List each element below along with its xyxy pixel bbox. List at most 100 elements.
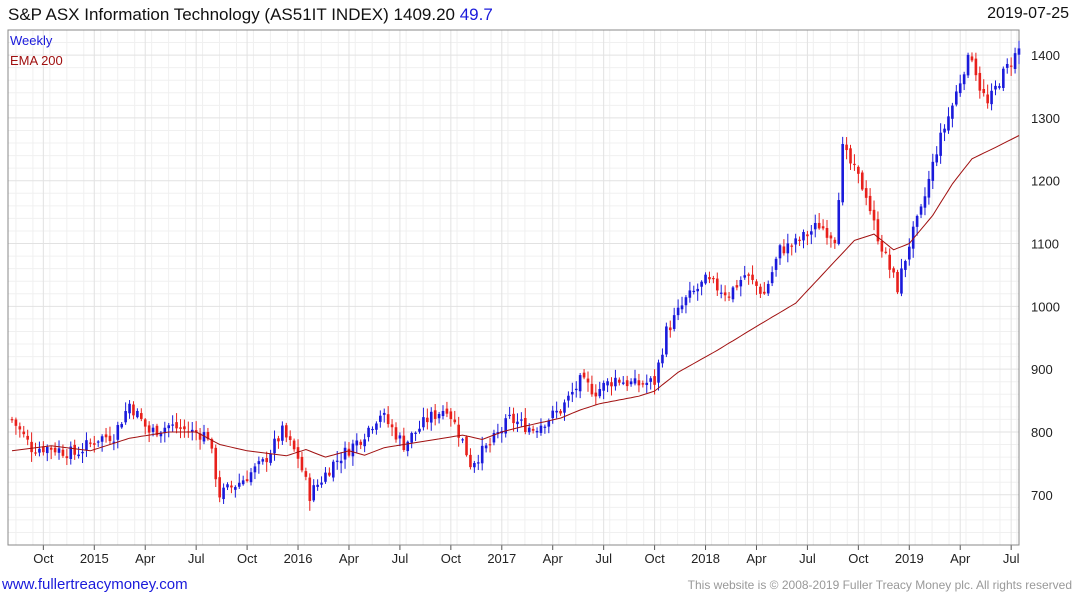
candle-body <box>53 447 57 453</box>
y-tick-label: 1300 <box>1031 111 1060 126</box>
candle-body <box>284 425 288 438</box>
candle-body <box>512 413 515 424</box>
candle-body <box>65 456 69 459</box>
x-tick-label: Oct <box>644 551 665 566</box>
candle-body <box>198 433 202 440</box>
x-tick-label: 2019 <box>895 551 924 566</box>
candle-body <box>504 418 508 434</box>
x-tick-label: Oct <box>237 551 258 566</box>
candle-body <box>151 427 155 432</box>
candle-body <box>461 439 464 441</box>
candle-body <box>723 292 727 296</box>
candle-body <box>508 414 511 417</box>
candle-body <box>484 445 488 449</box>
candle-body <box>339 460 343 464</box>
candle-body <box>296 447 300 459</box>
candle-body <box>379 415 382 422</box>
candle-body <box>813 222 817 230</box>
candle-body <box>422 417 425 428</box>
x-tick-label: Jul <box>595 551 612 566</box>
candle-body <box>688 290 692 298</box>
candle-body <box>990 90 993 105</box>
candle-body <box>880 240 884 252</box>
x-tick-label: 2018 <box>691 551 720 566</box>
x-tick-label: Apr <box>746 551 767 566</box>
candle-body <box>998 86 1001 88</box>
candle-body <box>363 439 366 447</box>
legend-weekly: Weekly <box>10 33 53 48</box>
candle-body <box>433 410 437 419</box>
candle-body <box>970 56 974 61</box>
candle-body <box>817 222 821 229</box>
candle-body <box>112 441 116 443</box>
candle-body <box>1002 68 1005 88</box>
candle-body <box>551 410 555 419</box>
candle-body <box>194 430 198 433</box>
candle-body <box>794 238 797 245</box>
candle-body <box>559 410 562 414</box>
x-tick-label: 2015 <box>80 551 109 566</box>
candle-body <box>414 432 417 434</box>
candle-body <box>453 419 457 423</box>
candle-body <box>527 427 531 433</box>
candle-body <box>402 435 406 450</box>
candle-body <box>42 446 45 453</box>
candle-body <box>782 246 786 254</box>
candle-body <box>904 261 907 270</box>
candle-body <box>810 231 813 235</box>
candle-body <box>226 484 229 488</box>
candle-body <box>735 285 739 288</box>
candle-body <box>26 435 29 440</box>
candle-body <box>108 435 112 442</box>
candle-body <box>747 274 750 276</box>
candle-body <box>30 441 33 453</box>
candle-body <box>465 436 468 456</box>
x-tick-label: Jul <box>392 551 409 566</box>
candle-body <box>563 402 566 413</box>
copyright-notice: This website is © 2008-2019 Fuller Treac… <box>687 578 1072 592</box>
candle-body <box>567 395 570 401</box>
candle-body <box>520 419 523 421</box>
candle-body <box>739 279 743 287</box>
candle-body <box>1005 63 1009 68</box>
candle-body <box>935 154 939 163</box>
candle-body <box>155 425 159 436</box>
candle-body <box>308 477 312 501</box>
x-tick-label: Jul <box>1003 551 1020 566</box>
candle-body <box>806 234 809 237</box>
candle-body <box>931 161 935 181</box>
candle-body <box>190 429 194 433</box>
candle-body <box>625 380 629 387</box>
candle-body <box>621 382 625 384</box>
candle-body <box>1017 48 1021 55</box>
y-tick-label: 1100 <box>1031 237 1059 252</box>
candle-body <box>331 461 335 478</box>
candle-body <box>860 172 864 190</box>
candle-body <box>49 447 53 450</box>
candle-body <box>128 403 131 414</box>
website-link[interactable]: www.fullertreacymoney.com <box>2 576 188 593</box>
candle-body <box>476 462 480 464</box>
candle-body <box>574 388 578 391</box>
candle-body <box>845 144 848 151</box>
candle-body <box>351 443 355 457</box>
candle-body <box>700 281 703 287</box>
candle-body <box>245 479 249 482</box>
candle-body <box>171 424 174 426</box>
candle-body <box>441 410 445 417</box>
candle-body <box>837 200 841 244</box>
candle-body <box>218 477 221 498</box>
x-tick-label: Oct <box>441 551 462 566</box>
candle-body <box>249 472 253 483</box>
chart-title: S&P ASX Information Technology (AS51IT I… <box>8 5 493 25</box>
candle-body <box>602 382 605 391</box>
candle-body <box>359 441 363 445</box>
candle-body <box>222 487 225 500</box>
x-tick-label: Oct <box>33 551 54 566</box>
candle-body <box>523 418 527 432</box>
candle-body <box>955 91 958 105</box>
candle-body <box>911 226 915 249</box>
candle-body <box>10 419 14 421</box>
candle-body <box>708 277 711 280</box>
